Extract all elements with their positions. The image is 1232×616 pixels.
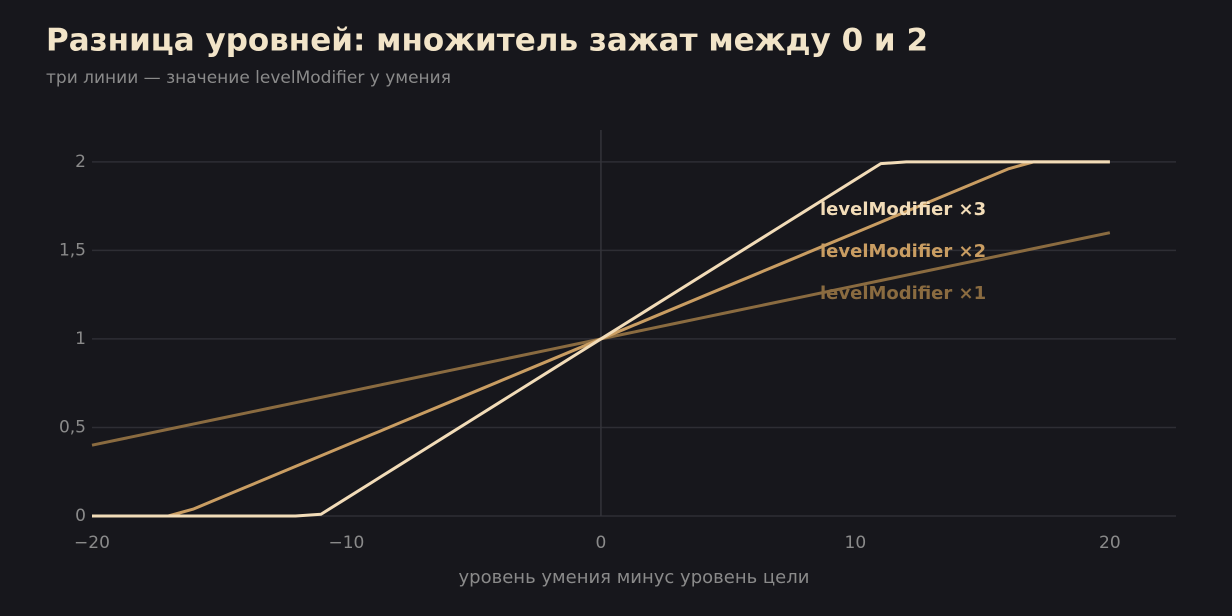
series-label: levelModifier ×3 <box>820 199 986 220</box>
y-tick-label: 0,5 <box>59 417 86 437</box>
y-tick-label: 1 <box>75 329 86 349</box>
x-tick-label: −20 <box>74 533 110 553</box>
y-tick-label: 2 <box>75 152 86 172</box>
y-tick-label: 1,5 <box>59 240 86 260</box>
series-label: levelModifier ×1 <box>820 283 986 304</box>
x-tick-label: −10 <box>329 533 365 553</box>
x-axis-label: уровень умения минус уровень цели <box>459 567 810 588</box>
x-tick-label: 0 <box>596 533 607 553</box>
series-line <box>92 160 1110 518</box>
series-label: levelModifier ×2 <box>820 241 986 262</box>
x-tick-label: 20 <box>1099 533 1121 553</box>
y-tick-label: 0 <box>75 506 86 526</box>
chart-title: Разница уровней: множитель зажат между 0… <box>46 23 928 59</box>
x-tick-label: 10 <box>845 533 867 553</box>
chart-subtitle: три линии — значение levelModifier у уме… <box>46 68 451 88</box>
